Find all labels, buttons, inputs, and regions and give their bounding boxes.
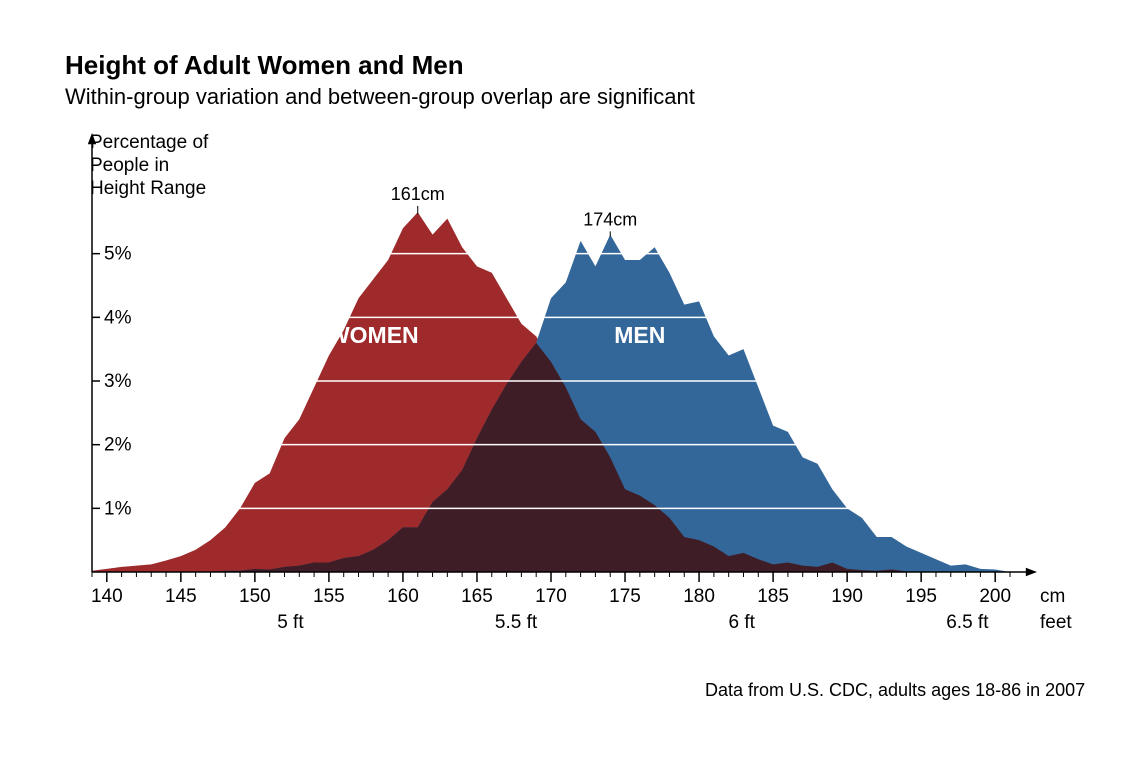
x-unit-cm: cm — [1040, 586, 1065, 607]
x-axis-arrow — [1026, 568, 1037, 576]
x-tick-label-cm: 150 — [239, 586, 271, 607]
chart-svg: WOMEN MEN 161cm 174cm 1% 2% 3% 4% 5% 140 145 150 155… — [0, 0, 1124, 774]
y-tick-label: 1% — [104, 498, 132, 519]
x-tick-label-cm: 170 — [535, 586, 567, 607]
y-axis-title: Percentage ofPeople inHeight Range — [90, 132, 208, 200]
men-label: MEN — [614, 322, 665, 348]
source-text: Data from U.S. CDC, adults ages 18-86 in… — [705, 680, 1085, 701]
x-tick-label-cm: 175 — [609, 586, 641, 607]
x-tick-label-cm: 165 — [461, 586, 493, 607]
chart-root: Height of Adult Women and Men Within-gro… — [0, 0, 1124, 774]
x-tick-label-feet: 6 ft — [729, 612, 756, 633]
x-tick-label-cm: 185 — [757, 586, 789, 607]
callout-label: 161cm — [391, 184, 445, 204]
x-tick-label-cm: 200 — [979, 586, 1011, 607]
callout-label: 174cm — [583, 209, 637, 229]
x-tick-label-cm: 155 — [313, 586, 345, 607]
chart-title: Height of Adult Women and Men — [65, 50, 464, 81]
x-tick-label-feet: 5.5 ft — [495, 612, 538, 633]
x-tick-label-feet: 6.5 ft — [946, 612, 989, 633]
x-tick-label-cm: 190 — [831, 586, 863, 607]
y-tick-label: 2% — [104, 435, 132, 456]
x-tick-label-feet: 5 ft — [277, 612, 304, 633]
x-tick-label-cm: 195 — [905, 586, 937, 607]
y-tick-label: 4% — [104, 307, 132, 328]
x-unit-feet: feet — [1040, 612, 1072, 633]
y-tick-label: 5% — [104, 244, 132, 265]
women-label: WOMEN — [328, 322, 419, 348]
x-tick-label-cm: 180 — [683, 586, 715, 607]
y-tick-label: 3% — [104, 371, 132, 392]
x-tick-label-cm: 160 — [387, 586, 419, 607]
chart-subtitle: Within-group variation and between-group… — [65, 84, 695, 110]
x-tick-label-cm: 145 — [165, 586, 197, 607]
x-tick-label-cm: 140 — [91, 586, 123, 607]
